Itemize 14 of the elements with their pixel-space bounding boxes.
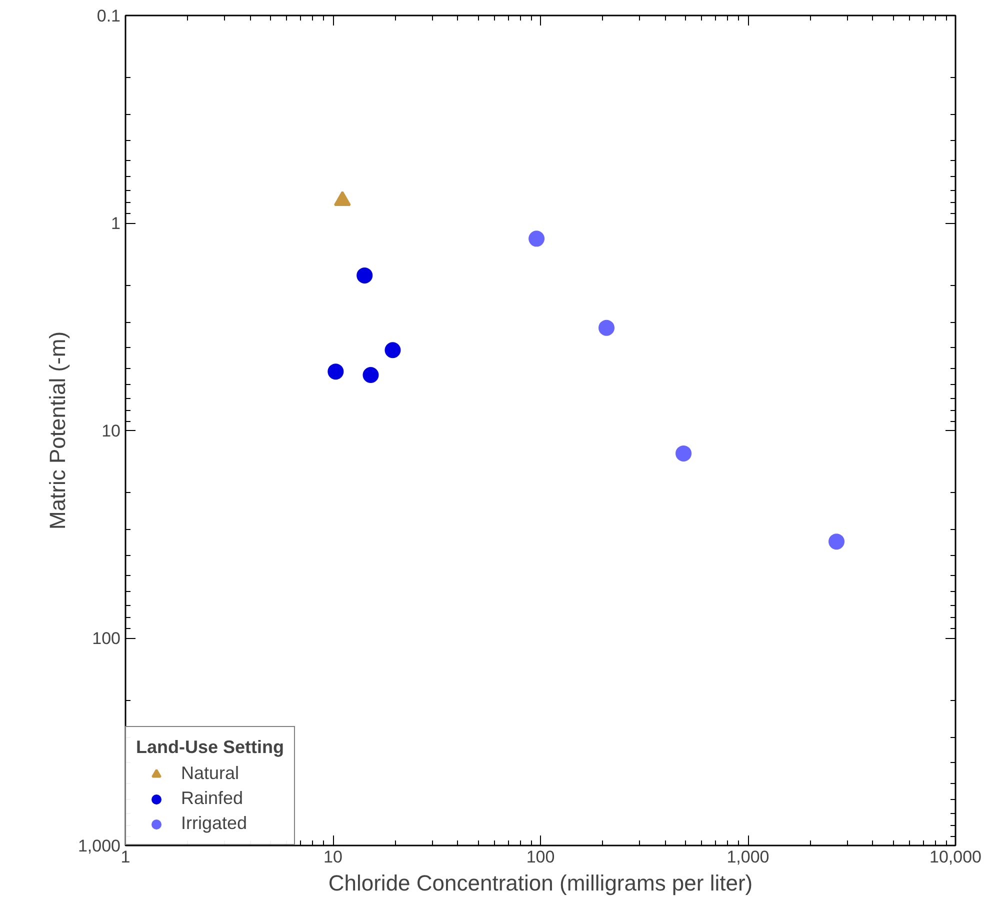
y-tick-label: 1 bbox=[111, 214, 121, 233]
legend-label: Natural bbox=[181, 763, 240, 784]
y-tick-label: 100 bbox=[92, 629, 121, 648]
x-tick-label: 1,000 bbox=[726, 848, 770, 866]
legend-label: Rainfed bbox=[181, 788, 244, 809]
y-axis-title: Matric Potential (-m) bbox=[44, 331, 70, 530]
legend-title: Land-Use Setting bbox=[136, 737, 284, 758]
x-tick-label: 10,000 bbox=[930, 848, 982, 866]
x-tick-label: 10 bbox=[324, 848, 342, 866]
x-tick-label: 100 bbox=[526, 848, 555, 866]
x-axis-title: Chloride Concentration (milligrams per liter) bbox=[328, 870, 753, 896]
y-tick-label: 0.1 bbox=[96, 6, 121, 26]
legend-label: Irrigated bbox=[181, 813, 248, 834]
y-tick-label: 10 bbox=[102, 422, 121, 440]
